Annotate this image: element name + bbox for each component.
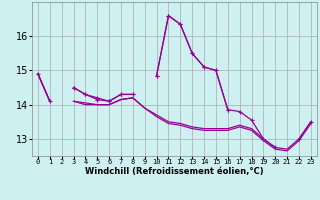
X-axis label: Windchill (Refroidissement éolien,°C): Windchill (Refroidissement éolien,°C)	[85, 167, 264, 176]
